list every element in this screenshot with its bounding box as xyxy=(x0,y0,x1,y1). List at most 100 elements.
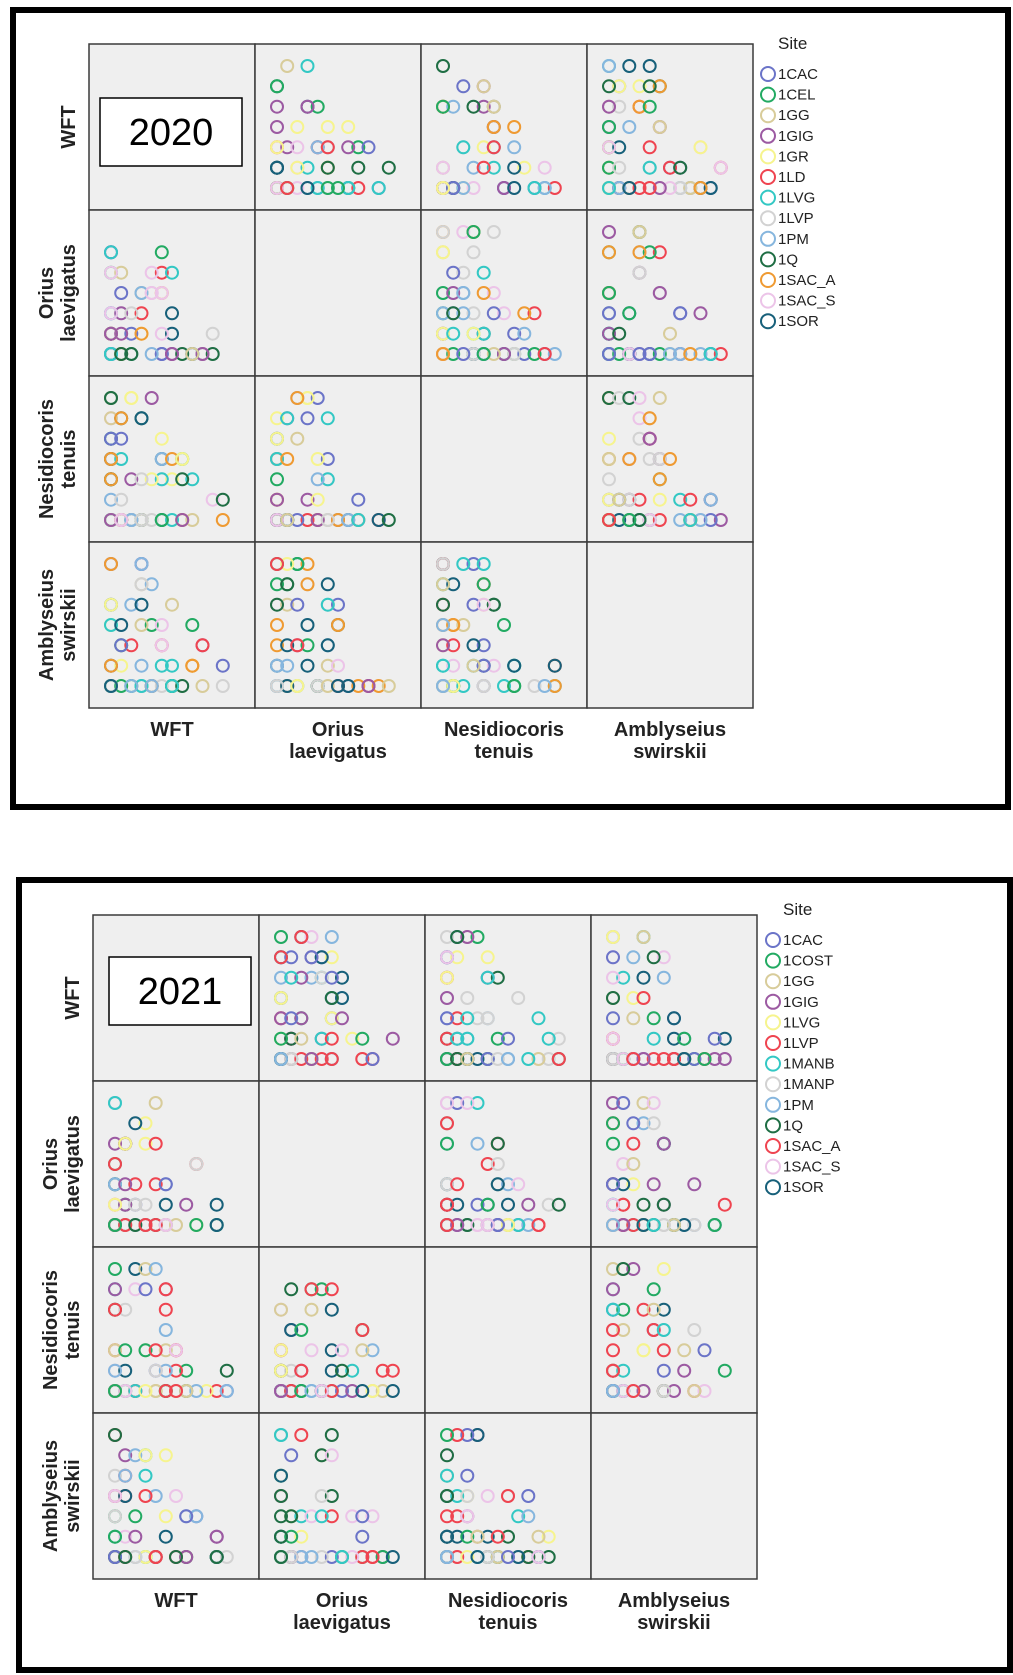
point-1gr xyxy=(270,411,284,426)
point-1cost xyxy=(606,1116,620,1131)
point-1cac xyxy=(486,306,501,321)
point-1gig xyxy=(310,513,325,527)
point-1q xyxy=(646,950,661,965)
point-1cac xyxy=(114,431,129,446)
point-1pm xyxy=(274,970,288,985)
point-1lvg xyxy=(476,326,491,341)
point-1sor xyxy=(280,638,295,653)
point-1lvp xyxy=(314,1052,329,1066)
point-1cac xyxy=(466,557,481,571)
point-1gg xyxy=(320,658,335,673)
point-1gr xyxy=(290,679,305,693)
point-1cac xyxy=(642,347,657,361)
point-1q xyxy=(324,1428,339,1442)
point-1lvg xyxy=(320,411,335,426)
point-1gig xyxy=(165,347,179,361)
point-1gig xyxy=(104,326,118,341)
point-1pm xyxy=(517,326,532,341)
point-1q xyxy=(175,347,190,361)
row-label-orius-laevigatus: Oriuslaevigatus xyxy=(40,1115,84,1213)
point-1gg xyxy=(195,679,210,693)
point-1sac-a xyxy=(652,79,667,94)
point-1sac-s xyxy=(480,1489,495,1503)
legend-swatch-1gig xyxy=(765,993,781,1010)
point-1sac-s xyxy=(304,930,319,944)
legend-item-1q: 1Q xyxy=(778,251,798,268)
point-1pm xyxy=(663,347,677,361)
point-1lvg xyxy=(320,472,335,487)
point-1lvg xyxy=(450,950,465,965)
point-1gg xyxy=(294,1031,309,1046)
point-1cost xyxy=(284,1529,299,1544)
point-1cac xyxy=(324,970,339,985)
point-1pm xyxy=(158,1363,173,1378)
point-1pm xyxy=(436,618,450,632)
point-1ld xyxy=(642,140,657,155)
point-1sor xyxy=(450,1197,465,1212)
point-1gg xyxy=(108,1343,122,1358)
point-1cac xyxy=(114,286,129,300)
point-1lvg xyxy=(606,930,620,944)
point-1gr xyxy=(632,79,647,94)
point-1q xyxy=(284,1509,299,1524)
legend-swatch-1cac xyxy=(765,932,781,948)
point-1sor xyxy=(335,991,349,1005)
point-1q xyxy=(270,597,284,612)
point-1pm xyxy=(456,286,471,300)
point-1gig xyxy=(270,99,284,114)
point-1cac xyxy=(446,181,461,195)
point-1gig xyxy=(118,1448,133,1463)
point-1cost xyxy=(707,1218,722,1232)
point-1gig xyxy=(144,391,159,405)
point-1sac-s xyxy=(345,1509,360,1524)
point-1pm xyxy=(436,679,450,693)
legend-swatch-1pm xyxy=(765,1096,781,1113)
year-label: 2021 xyxy=(138,971,223,1013)
column-label-amblyseius-swirskii: Amblyseius swirskii xyxy=(614,719,726,763)
point-1manp xyxy=(108,1509,122,1524)
point-1manp xyxy=(606,1052,620,1066)
point-1gig xyxy=(602,99,616,114)
point-1manp xyxy=(687,1218,702,1232)
point-1cac xyxy=(697,1343,712,1358)
legend-item-1sac-s: 1SAC_S xyxy=(783,1159,841,1176)
point-1sac-a xyxy=(215,513,230,527)
point-1q xyxy=(215,492,230,507)
point-1lvg xyxy=(341,181,356,195)
point-1q xyxy=(642,79,657,94)
point-1sor xyxy=(636,1218,651,1232)
point-1cac xyxy=(284,1011,299,1026)
point-1cac xyxy=(606,950,620,965)
point-1cac xyxy=(355,1529,370,1544)
point-1lvg xyxy=(497,679,511,693)
point-1manb xyxy=(470,1096,485,1110)
point-1ld xyxy=(134,306,149,321)
point-1cost xyxy=(717,1363,732,1378)
point-1lvp xyxy=(602,472,616,487)
point-1q xyxy=(274,1509,288,1524)
point-1ld xyxy=(270,557,284,571)
point-1sac-s xyxy=(154,638,169,653)
point-1gr xyxy=(175,452,190,466)
point-1manp xyxy=(656,1384,671,1398)
point-1ld xyxy=(300,513,315,527)
point-1sac-a xyxy=(209,1384,224,1398)
point-1cel xyxy=(144,618,159,632)
point-1gg xyxy=(280,513,295,527)
legend-item-1cel: 1CEL xyxy=(778,87,816,104)
point-1sac-s xyxy=(460,1096,475,1110)
point-1cost xyxy=(677,1031,692,1046)
point-1lvp xyxy=(324,1384,339,1398)
point-1lvp xyxy=(270,679,284,693)
point-1sac-a xyxy=(626,1218,641,1232)
point-1cac xyxy=(138,1282,153,1297)
point-1gg xyxy=(636,1096,651,1110)
point-1cac xyxy=(656,1363,671,1378)
point-1gg xyxy=(632,225,647,239)
point-1sac-s xyxy=(128,1282,143,1297)
point-1pm xyxy=(294,1550,309,1564)
point-1gg xyxy=(602,452,616,466)
point-1sac-a xyxy=(104,658,118,673)
point-1sac-a xyxy=(280,452,295,466)
point-1sac-a xyxy=(165,452,179,466)
